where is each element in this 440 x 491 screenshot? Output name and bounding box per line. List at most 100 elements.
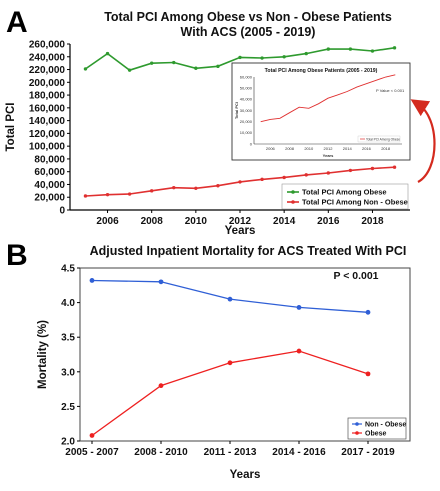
series-0-point: [194, 66, 198, 70]
legend-swatch-marker: [291, 200, 295, 204]
y-axis-title: Total PCI: [5, 103, 17, 152]
series-1-point: [282, 175, 286, 180]
series-1-point: [194, 186, 198, 190]
series-0-point: [89, 278, 95, 283]
series-0-point: [370, 49, 375, 53]
inset-y-tick-label: 40,000: [240, 97, 253, 102]
inset-y-tick-label: 30,000: [240, 108, 253, 113]
legend-label: Obese: [365, 431, 387, 438]
x-tick-label: 2014: [273, 216, 296, 227]
y-tick-label: 40,000: [34, 180, 65, 191]
x-tick-label: 2006: [96, 216, 119, 227]
inset-annotation: P Value < 0.001: [376, 88, 405, 93]
inset-y-tick-label: 20,000: [240, 119, 253, 124]
legend-swatch-marker: [355, 422, 359, 426]
plot-frame: [79, 267, 411, 442]
series-0-point: [127, 68, 132, 72]
y-axis-title: Mortality (%): [37, 320, 49, 389]
series-line-0: [91, 279, 369, 313]
inset-x-tick-label: 2014: [343, 146, 353, 151]
series-0-point: [392, 46, 397, 50]
p-value-annotation: P < 0.001: [333, 270, 378, 282]
series-0-point: [348, 47, 353, 51]
inset-title: Total PCI Among Obese Patients (2005 - 2…: [265, 68, 378, 74]
y-tick-label: 4.0: [61, 298, 75, 309]
series-0-point: [172, 60, 176, 65]
inset-x-title: Years: [323, 153, 334, 158]
series-0-point: [149, 61, 154, 65]
series-1-point: [326, 171, 331, 175]
inset-legend-label: Total PCI Among Obese: [366, 137, 400, 141]
y-tick-label: 2.5: [61, 402, 75, 413]
inset-x-tick-label: 2012: [324, 146, 334, 151]
x-tick-label: 2008: [141, 216, 164, 227]
y-tick-label: 0: [59, 206, 65, 217]
x-tick-label: 2017 - 2019: [341, 447, 395, 458]
series-1-point: [296, 348, 302, 354]
panel-b-title: Adjusted Inpatient Mortality for ACS Tre…: [90, 244, 407, 258]
x-axis-title: Years: [230, 469, 261, 481]
x-tick-label: 2008 - 2010: [134, 447, 188, 458]
x-tick-label: 2012: [229, 216, 252, 227]
inset-y-title: Total PCI: [234, 102, 239, 119]
x-tick-label: 2018: [361, 216, 384, 227]
inset-series-line-0: [260, 74, 396, 123]
y-tick-label: 180,000: [29, 91, 66, 102]
series-1-point: [149, 189, 154, 193]
series-1-point: [89, 433, 95, 438]
series-0-point: [83, 67, 88, 71]
inset-y-tick-label: 60,000: [240, 74, 253, 79]
x-tick-label: 2014 - 2016: [272, 447, 326, 458]
series-1-point: [83, 194, 88, 198]
series-0-point: [282, 55, 286, 59]
series-1-point: [238, 180, 242, 184]
curved-arrow: [410, 99, 436, 183]
series-0-point: [238, 55, 242, 60]
y-tick-label: 2.0: [61, 437, 75, 448]
panel-b-letter: B: [6, 239, 28, 272]
y-tick-label: 200,000: [29, 78, 66, 89]
inset-x-tick-label: 2008: [285, 146, 295, 151]
series-1-point: [304, 173, 308, 177]
series-1-point: [172, 185, 176, 190]
chart-b: 2.0 2.5 3.0 3.5 4.0 4.5 2005 - 2007 2008 - 2010…: [37, 264, 411, 481]
y-tick-label: 160,000: [29, 103, 66, 114]
series-1-point: [105, 192, 110, 197]
y-tick-label: 120,000: [29, 129, 66, 140]
inset-x-tick-label: 2018: [381, 146, 391, 151]
series-1-point: [158, 383, 164, 389]
legend-swatch-marker: [355, 431, 359, 435]
series-1-point: [370, 166, 375, 171]
x-axis-title: Years: [225, 225, 256, 237]
series-1-point: [365, 371, 371, 377]
y-tick-label: 80,000: [34, 154, 65, 165]
inset-x-tick-label: 2006: [266, 146, 276, 151]
series-0-point: [105, 51, 110, 56]
series-1-point: [260, 177, 264, 182]
series-0-point: [304, 51, 308, 56]
x-tick-label: 2016: [317, 216, 340, 227]
series-0-point: [365, 309, 371, 315]
y-tick-label: 20,000: [34, 193, 65, 204]
panel-a-title-line1: Total PCI Among Obese vs Non - Obese Pat…: [104, 10, 392, 24]
y-tick-label: 3.5: [61, 333, 75, 344]
inset-x-tick-label: 2010: [304, 146, 314, 151]
series-1-point: [392, 165, 397, 169]
series-1-point: [127, 192, 132, 196]
panel-a-letter: A: [6, 6, 28, 39]
y-tick-label: 240,000: [29, 52, 66, 63]
y-tick-label: 3.0: [61, 367, 75, 378]
legend-box: [347, 417, 407, 440]
x-tick-label: 2010: [185, 216, 208, 227]
inset-y-tick-label: 10,000: [240, 130, 253, 135]
series-0-point: [158, 279, 164, 285]
inset-y-tick-label: 0: [250, 141, 253, 146]
x-tick-label: 2005 - 2007: [65, 447, 119, 458]
series-0-point: [260, 56, 264, 60]
legend-box: [281, 183, 409, 210]
inset-x-tick-label: 2016: [362, 146, 372, 151]
y-tick-label: 4.5: [61, 264, 75, 275]
legend-label: Total PCI Among Obese: [302, 188, 387, 197]
